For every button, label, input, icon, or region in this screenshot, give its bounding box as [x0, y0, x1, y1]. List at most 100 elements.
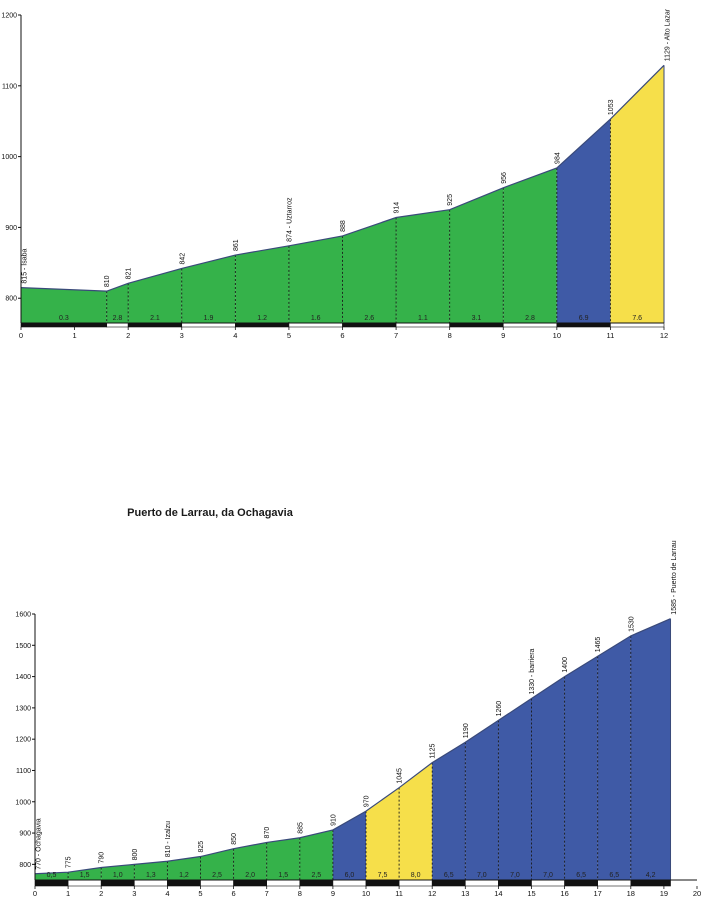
distance-band-cell [630, 879, 671, 887]
gradient-label: 1,5 [278, 872, 288, 879]
x-tick-label: 1 [66, 889, 70, 898]
gradient-label: 6.9 [579, 315, 589, 322]
y-tick-label: 1500 [15, 643, 31, 650]
x-tick-label: 19 [660, 889, 668, 898]
profile-segment-14 [465, 720, 499, 880]
distance-band-cell [365, 879, 400, 887]
profile-segment-8 [396, 209, 450, 323]
profile-segment-7 [233, 842, 267, 880]
x-tick-label: 7 [394, 331, 398, 340]
x-tick-label: 9 [501, 331, 505, 340]
distance-band-cell [597, 879, 632, 887]
gradient-label: 8,0 [411, 872, 421, 879]
x-tick-label: 14 [494, 889, 502, 898]
x-tick-label: 5 [198, 889, 202, 898]
distance-band-cell [299, 879, 334, 887]
altitude-label: 842 [179, 253, 186, 265]
distance-band-cell [431, 879, 466, 887]
gradient-label: 1.9 [204, 315, 214, 322]
profile-segment-12 [610, 65, 664, 323]
altitude-label: 850 [231, 833, 238, 845]
altitude-label: 810 [104, 275, 111, 287]
profile-segment-18 [597, 635, 631, 880]
x-tick-label: 7 [265, 889, 269, 898]
altitude-label: 770 - Ochagavia [36, 818, 43, 869]
x-tick-label: 8 [448, 331, 452, 340]
distance-band-cell [342, 322, 397, 328]
x-tick-label: 0 [19, 331, 23, 340]
y-tick-label: 1200 [15, 737, 31, 744]
gradient-label: 1.1 [418, 315, 428, 322]
gradient-label: 2.8 [113, 315, 123, 322]
profile-segment-3 [101, 864, 135, 880]
x-tick-label: 8 [298, 889, 302, 898]
distance-band-cell [556, 322, 611, 328]
gradient-label: 6,5 [576, 872, 586, 879]
distance-band-cell [200, 879, 234, 887]
distance-band-cell [233, 879, 268, 887]
altitude-label: 800 [132, 849, 139, 861]
altitude-label: 1190 [463, 723, 470, 738]
gradient-label: 7.6 [632, 315, 642, 322]
y-tick-label: 1300 [15, 705, 31, 712]
x-tick-label: 6 [232, 889, 236, 898]
distance-band-cell [235, 322, 290, 328]
profile-segment-1 [21, 287, 107, 323]
gradient-label: 2,5 [212, 872, 222, 879]
altitude-label: 1045 [397, 768, 404, 784]
profile-segment-1 [35, 872, 69, 880]
altitude-label: 1585 - Puerto de Larrau [671, 540, 678, 614]
altitude-label: 970 [364, 795, 371, 807]
x-tick-label: 11 [395, 889, 403, 898]
altitude-label: 1125 [430, 743, 437, 758]
chart-title: Puerto de Larrau, da Ochagavia [127, 507, 293, 519]
y-tick-label: 1100 [16, 768, 31, 775]
y-tick-label: 800 [5, 296, 17, 303]
x-tick-label: 10 [553, 331, 561, 340]
gradient-label: 2.8 [525, 315, 535, 322]
gradient-label: 2.6 [364, 315, 374, 322]
distance-band-cell [464, 879, 499, 887]
altitude-label: 1330 - barriera [529, 648, 536, 694]
altitude-label: 1530 [628, 616, 635, 632]
distance-band-cell [531, 879, 565, 887]
altitude-label: 1260 [496, 701, 503, 717]
altitude-label: 984 [554, 152, 561, 164]
gradient-label: 6,5 [444, 872, 454, 879]
distance-band-cell [134, 879, 168, 887]
x-tick-label: 6 [340, 331, 344, 340]
x-tick-label: 12 [660, 331, 668, 340]
y-tick-label: 1400 [15, 674, 31, 681]
profile-segment-9 [299, 829, 333, 880]
distance-band-cell [610, 322, 665, 328]
y-tick-label: 1000 [15, 799, 31, 806]
altitude-label: 1465 [595, 637, 602, 653]
gradient-label: 7,0 [543, 872, 553, 879]
distance-band-cell [167, 879, 201, 887]
profile-segment-11 [556, 119, 611, 323]
gradient-label: 1,3 [146, 872, 156, 879]
altitude-label: 910 [330, 814, 337, 826]
altitude-label: 825 [198, 841, 205, 853]
distance-band-cell [502, 322, 558, 328]
y-tick-label: 800 [19, 862, 31, 869]
profile-segment-12 [399, 762, 433, 880]
gradient-label: 6,0 [345, 872, 355, 879]
gradient-label: 1.2 [257, 315, 267, 322]
altitude-label: 1129 - Alto Lazar [665, 8, 672, 61]
x-tick-label: 15 [527, 889, 535, 898]
altitude-label: 821 [126, 268, 133, 280]
x-tick-label: 13 [461, 889, 469, 898]
gradient-label: 0,5 [47, 872, 57, 879]
altitude-label: 956 [501, 172, 508, 184]
x-tick-label: 10 [362, 889, 370, 898]
profile-segment-7 [342, 217, 397, 323]
profile-segment-9 [449, 187, 504, 323]
gradient-label: 1,0 [113, 872, 123, 879]
distance-band-cell [20, 322, 108, 328]
profile-segment-16 [531, 676, 565, 880]
gradient-label: 1.6 [311, 315, 321, 322]
